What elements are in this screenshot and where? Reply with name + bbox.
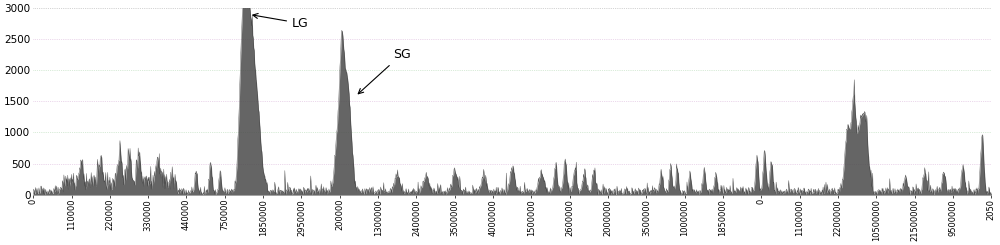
Text: LG: LG bbox=[253, 13, 309, 30]
Text: SG: SG bbox=[358, 48, 410, 94]
